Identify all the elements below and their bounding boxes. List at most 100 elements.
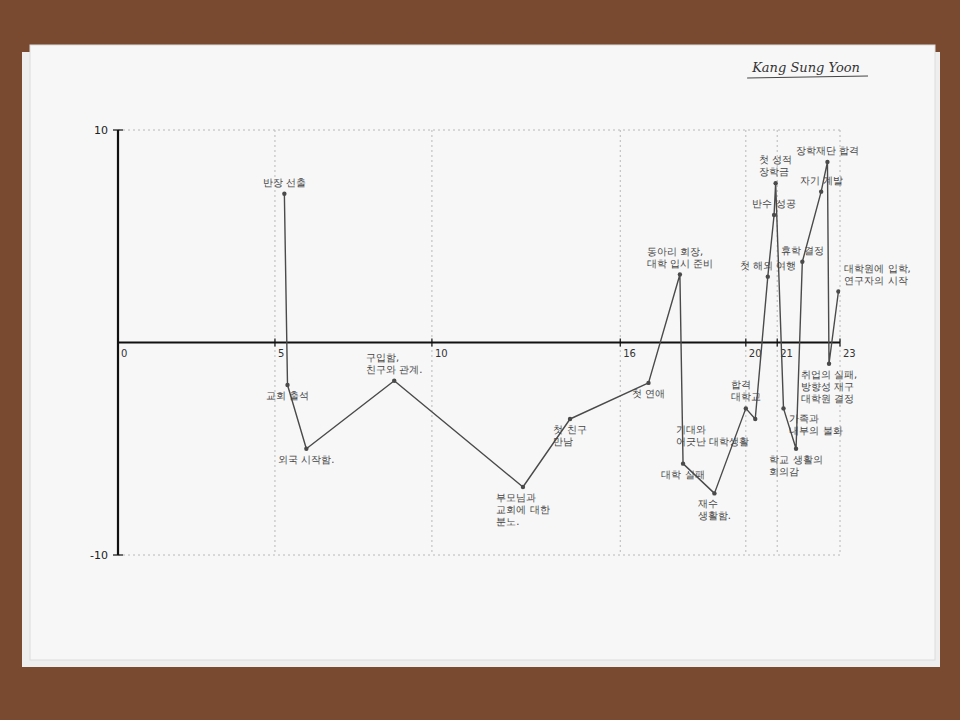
point xyxy=(836,289,840,293)
x-grid-line xyxy=(118,130,119,555)
annotation: 휴학 결정 xyxy=(781,245,824,256)
point xyxy=(285,383,289,387)
signature-underline xyxy=(747,76,868,78)
point xyxy=(772,213,776,217)
annotation-line: 구입함, xyxy=(366,352,399,363)
annotation-line: 친구와 관계. xyxy=(366,364,422,375)
annotation-line: 분노. xyxy=(496,516,519,527)
annotation-line: 대학원에 입학, xyxy=(844,263,910,274)
annotation-line: 장학재단 합격 xyxy=(796,145,859,156)
x-grid-line xyxy=(745,130,746,555)
point xyxy=(744,406,748,410)
point xyxy=(304,447,308,451)
annotation: 자기 계발 xyxy=(800,175,843,186)
y-tick xyxy=(113,129,123,130)
point xyxy=(678,272,682,276)
y-tick-label: -10 xyxy=(90,549,108,562)
x-tick-label: 16 xyxy=(623,348,636,359)
point xyxy=(819,189,823,193)
point xyxy=(766,274,770,278)
x-tick xyxy=(745,339,746,347)
annotation-line: 대학 입시 준비 xyxy=(647,258,713,269)
annotation: 대학원에 입학,연구자의 시작 xyxy=(844,263,910,286)
annotation-line: 교회에 대한 xyxy=(496,504,549,515)
annotation: 첫 연애 xyxy=(632,388,665,399)
point xyxy=(773,181,777,185)
point xyxy=(825,160,829,164)
annotation-line: 첫 연애 xyxy=(632,388,665,399)
annotation: 재수생활함. xyxy=(698,498,731,521)
point xyxy=(646,381,650,385)
annotation-line: 교회 출석 xyxy=(266,390,309,401)
x-tick-label: 23 xyxy=(843,348,856,359)
annotation: 기대와어긋난 대학생활 xyxy=(676,424,749,447)
annotation-line: 반수 성공 xyxy=(752,198,795,209)
point xyxy=(800,260,804,264)
signature: Kang Sung Yoon xyxy=(751,60,860,75)
annotation-line: 연구자의 시작 xyxy=(844,275,907,286)
point xyxy=(712,491,716,495)
x-tick xyxy=(117,339,118,347)
annotation: 교회 출석 xyxy=(266,390,309,401)
y-tick xyxy=(113,554,123,555)
annotation: 첫 성적장학금 xyxy=(759,154,792,177)
point xyxy=(392,379,396,383)
life-line xyxy=(284,162,838,494)
annotation: 가족과내부의 불화 xyxy=(789,413,842,436)
x-axis-line xyxy=(118,341,840,343)
paper xyxy=(30,45,935,660)
annotation: 장학재단 합격 xyxy=(796,145,859,156)
x-tick xyxy=(777,339,778,347)
x-grid-line xyxy=(431,130,432,555)
annotation-line: 학교 생활의 xyxy=(769,454,822,465)
annotation-line: 첫 성적 xyxy=(759,154,792,165)
x-grid-line xyxy=(274,130,275,555)
chart-root: 051016202123-1010Kang Sung Yoon반장 선출교회 출… xyxy=(0,0,960,720)
annotation-line: 반장 선출 xyxy=(263,177,306,188)
annotation-line: 만남 xyxy=(553,436,573,447)
annotation-line: 첫 친구 xyxy=(553,424,586,435)
annotation: 취업의 실패,방향성 재구대학원 결정 xyxy=(801,369,857,404)
point xyxy=(753,417,757,421)
annotation: 반수 성공 xyxy=(752,198,795,209)
point xyxy=(794,447,798,451)
annotation: 합격대학교 xyxy=(731,379,761,402)
x-grid-line xyxy=(777,130,778,555)
annotation: 첫 친구만남 xyxy=(553,424,586,447)
point xyxy=(521,485,525,489)
annotation-line: 동아리 회장, xyxy=(647,246,703,257)
annotation-line: 합격 xyxy=(731,379,751,390)
point xyxy=(282,192,286,196)
annotation-line: 취업의 실패, xyxy=(801,369,857,380)
annotation: 학교 생활의회의감 xyxy=(769,454,822,477)
annotation: 첫 해외 여행 xyxy=(740,260,796,271)
annotation-line: 재수 xyxy=(698,498,718,509)
annotation: 대학 실패 xyxy=(661,469,704,480)
annotation: 외국 시작함. xyxy=(278,454,334,465)
annotation: 구입함,친구와 관계. xyxy=(366,352,422,375)
axes: 051016202123-1010 xyxy=(90,124,856,562)
x-grid-line xyxy=(620,130,621,555)
point xyxy=(568,417,572,421)
point xyxy=(827,362,831,366)
y-grid-line xyxy=(118,130,840,131)
point xyxy=(781,406,785,410)
x-tick xyxy=(839,339,840,347)
x-tick xyxy=(431,339,432,347)
x-tick-label: 5 xyxy=(278,348,284,359)
point xyxy=(681,461,685,465)
annotation-line: 생활함. xyxy=(698,510,731,521)
annotation-line: 내부의 불화 xyxy=(789,425,842,436)
annotation-line: 가족과 xyxy=(789,413,819,424)
y-grid-line xyxy=(118,555,840,556)
x-tick-label: 20 xyxy=(749,348,762,359)
grid xyxy=(118,130,840,555)
annotation-line: 외국 시작함. xyxy=(278,454,334,465)
y-tick-label: 10 xyxy=(94,124,108,137)
annotation-line: 방향성 재구 xyxy=(801,381,854,392)
annotation: 반장 선출 xyxy=(263,177,306,188)
data-marks xyxy=(282,160,840,496)
annotation-line: 어긋난 대학생활 xyxy=(676,436,749,447)
table-background xyxy=(0,0,960,720)
annotation-line: 첫 해외 여행 xyxy=(740,260,796,271)
